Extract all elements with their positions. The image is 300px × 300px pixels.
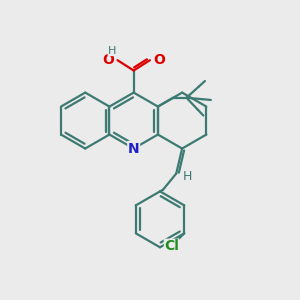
Text: N: N — [128, 142, 140, 155]
Text: O: O — [102, 52, 114, 67]
Text: Cl: Cl — [164, 239, 179, 253]
Text: H: H — [183, 170, 192, 183]
Text: O: O — [153, 52, 165, 67]
Text: H: H — [108, 46, 116, 56]
